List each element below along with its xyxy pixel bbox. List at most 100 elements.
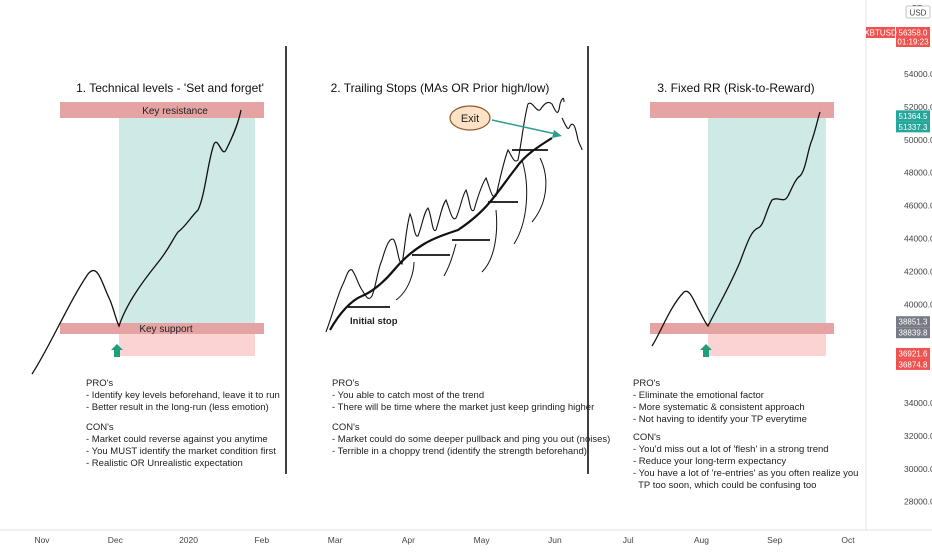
time-tick-label: May	[474, 535, 491, 545]
panel-1-entry-arrow	[111, 344, 123, 357]
panel-1-target-zone	[119, 118, 255, 324]
panel-2-moving-average	[329, 137, 553, 331]
time-tick-label: Mar	[328, 535, 343, 545]
panel-2-exit-arrow-shaft	[491, 119, 557, 135]
time-tick-label: Dec	[108, 535, 124, 545]
panel-3-con-3: - You have a lot of 're-entries' as you …	[633, 468, 858, 479]
time-tick-label: Nov	[34, 535, 50, 545]
panel-2-stop-bars	[348, 149, 548, 308]
panel-3-entry-arrow	[700, 344, 712, 357]
price-tick-label: 30000.0	[904, 464, 932, 474]
panel-1-pro-1: - Identify key levels beforehand, leave …	[86, 390, 280, 401]
price-badge	[896, 27, 930, 47]
trail-arrow-2	[443, 243, 457, 277]
panel-1-stop-zone	[119, 334, 255, 356]
panel-1-resistance-label: Key resistance	[142, 106, 208, 117]
price-tick-label: 54000.0	[904, 69, 932, 79]
panel-3-pro-1: - Eliminate the emotional factor	[633, 390, 764, 401]
panel-3-con-1: - You'd miss out a lot of 'flesh' in a s…	[633, 444, 829, 455]
price-badge-value: 38839.8	[899, 329, 928, 338]
trail-arrow-1	[395, 261, 415, 301]
panel-1-title: 1. Technical levels - 'Set and forget'	[76, 81, 264, 95]
panel-1-con-1: - Market could reverse against you anyti…	[86, 434, 268, 445]
panel-3-resistance-zone	[650, 102, 834, 118]
price-tick-label: 50000.0	[904, 135, 932, 145]
price-tick-label: 28000.0	[904, 497, 932, 507]
panel-2-initial-stop-label: Initial stop	[350, 316, 398, 327]
panel-2-pro-1: - You able to catch most of the trend	[332, 390, 484, 401]
price-ticks: 54000.0 52000.0 50000.0 48000.0 46000.0 44000…	[904, 69, 932, 507]
currency-toggle-label[interactable]: USD	[910, 9, 927, 18]
panel-3-con-4: TP too soon, which could be confusing to…	[633, 480, 816, 491]
trail-arrow-5	[531, 157, 547, 223]
price-tick-label: 40000.0	[904, 299, 932, 309]
price-tick-label: 46000.0	[904, 201, 932, 211]
trail-arrow-4	[513, 159, 528, 245]
panel-2-con-2: - Terrible in a choppy trend (identify t…	[332, 446, 587, 457]
panel-2-con-1: - Market could do some deeper pullback a…	[332, 434, 610, 445]
symbol-badge	[866, 27, 895, 38]
panel-2-pro-2: - There will be time where the market ju…	[332, 402, 594, 413]
panel-3-con-2: - Reduce your long-term expectancy	[633, 456, 786, 467]
price-tick-label: 52000.0	[904, 102, 932, 112]
price-badge-value: 36874.8	[899, 360, 928, 369]
price-badge-value: 51364.5	[899, 112, 928, 121]
time-axis[interactable]: Nov Dec 2020 Feb Mar Apr May Jun Jul Aug Sep Oct	[34, 535, 855, 545]
panel-1: Key resistance Key support 1. Technical …	[31, 81, 280, 469]
price-tick-label: 34000.0	[904, 398, 932, 408]
price-tick-label: 44000.0	[904, 234, 932, 244]
symbol-badge-label: XBTUSD	[864, 29, 897, 38]
price-badge	[896, 347, 930, 359]
panel-2: 2. Trailing Stops (MAs OR Prior high/low…	[325, 81, 610, 457]
price-badge	[896, 316, 930, 328]
panel-2-price-line	[325, 97, 565, 333]
price-axis[interactable]: 5E USD 54000.052000.050000.048000.046000…	[864, 3, 932, 507]
panel-2-pros-title: PRO's	[332, 378, 359, 389]
price-badge-value: 36921.6	[899, 349, 928, 358]
time-tick-label: Sep	[767, 535, 782, 545]
time-tick-label: 2020	[179, 535, 198, 545]
panel-3-pros-title: PRO's	[633, 378, 660, 389]
panel-2-trail-arrows	[395, 157, 547, 301]
price-badge	[896, 121, 930, 133]
price-badge-countdown: 01:19:23	[897, 38, 929, 47]
panel-1-pro-2: - Better result in the long-run (less em…	[86, 402, 269, 413]
panel-1-cons-title: CON's	[86, 422, 114, 433]
panel-3: 3. Fixed RR (Risk-to-Reward) PRO's - Eli…	[633, 81, 858, 491]
time-tick-label: Apr	[402, 535, 415, 545]
panel-3-cons-title: CON's	[633, 432, 661, 443]
panel-3-stop-zone	[708, 334, 826, 356]
panel-2-exit-label: Exit	[461, 113, 479, 125]
time-tick-label: Feb	[254, 535, 269, 545]
price-tick-label: 32000.0	[904, 431, 932, 441]
price-badge	[896, 110, 930, 122]
currency-toggle[interactable]	[905, 5, 931, 19]
panel-3-price-line	[651, 111, 821, 347]
time-tick-label: Aug	[694, 535, 709, 545]
panel-1-con-3: - Realistic OR Unrealistic expectation	[86, 458, 243, 469]
price-badge	[896, 358, 930, 370]
time-tick-label: Oct	[841, 535, 855, 545]
price-badge-value: 56358.0	[899, 29, 928, 38]
trail-arrow-3	[481, 209, 498, 273]
panel-2-exit-bubble	[449, 105, 491, 131]
panel-2-title: 2. Trailing Stops (MAs OR Prior high/low…	[331, 81, 550, 95]
price-tick-label: 42000.0	[904, 266, 932, 276]
panel-2-cons-title: CON's	[332, 422, 360, 433]
panel-3-title: 3. Fixed RR (Risk-to-Reward)	[657, 81, 814, 95]
price-badge	[896, 327, 930, 339]
panel-2-exit-arrow-head	[552, 130, 562, 138]
panel-1-pros-title: PRO's	[86, 378, 113, 389]
panel-2-price-tail	[561, 117, 583, 151]
time-tick-label: Jul	[623, 535, 634, 545]
panel-1-con-2: - You MUST identify the market condition…	[86, 446, 276, 457]
panel-1-resistance-zone	[60, 102, 264, 118]
price-badge-value: 51337.3	[899, 123, 928, 132]
price-tick-label: 48000.0	[904, 168, 932, 178]
panel-1-price-line	[31, 109, 242, 375]
time-tick-label: Jun	[548, 535, 562, 545]
price-badge-value: 38851.3	[899, 318, 928, 327]
